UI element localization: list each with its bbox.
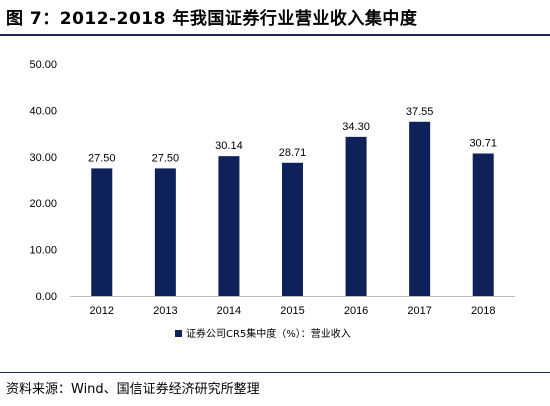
figure-title: 图 7：2012-2018 年我国证券行业营业收入集中度 <box>6 9 418 29</box>
title-rule <box>0 34 550 36</box>
x-tick-label: 2014 <box>217 305 241 317</box>
data-label: 28.71 <box>279 147 307 159</box>
data-label: 37.55 <box>406 106 434 118</box>
y-tick-label: 30.00 <box>29 152 57 164</box>
x-tick-label: 2018 <box>471 305 495 317</box>
x-tick-label: 2012 <box>90 305 114 317</box>
y-tick-label: 50.00 <box>29 59 57 71</box>
bar <box>91 168 113 296</box>
footer-rule <box>0 372 550 373</box>
bar <box>218 156 240 296</box>
y-tick-label: 10.00 <box>29 245 57 257</box>
legend-swatch <box>175 330 182 337</box>
data-label: 34.30 <box>342 121 370 133</box>
y-tick-label: 40.00 <box>29 105 57 117</box>
bar-chart: 0.00 10.00 20.00 30.00 40.00 50.00 27.50 2012 27… <box>29 59 515 340</box>
bar <box>472 153 494 296</box>
data-label: 27.50 <box>88 152 116 164</box>
legend-label: 证券公司CR5集中度（%）：营业收入 <box>186 327 351 340</box>
x-tick-label: 2013 <box>153 305 177 317</box>
data-label: 30.71 <box>469 138 497 150</box>
y-tick-label: 20.00 <box>29 198 57 210</box>
bar <box>154 168 176 296</box>
x-tick-label: 2016 <box>344 305 368 317</box>
data-label: 27.50 <box>152 152 180 164</box>
bar <box>409 121 431 296</box>
y-tick-label: 0.00 <box>36 291 57 303</box>
x-tick-label: 2015 <box>280 305 304 317</box>
x-tick-label: 2017 <box>407 305 431 317</box>
data-label: 30.14 <box>215 140 243 152</box>
source-note: 资料来源：Wind、国信证券经济研究所整理 <box>6 382 260 397</box>
bar <box>345 136 367 296</box>
bar <box>282 162 303 296</box>
